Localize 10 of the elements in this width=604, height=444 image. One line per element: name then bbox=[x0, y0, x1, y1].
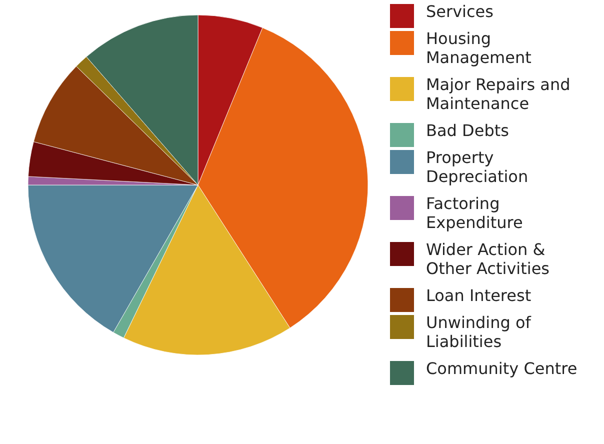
legend-label: Housing Management bbox=[426, 29, 532, 67]
legend-label: Property Depreciation bbox=[426, 148, 528, 186]
legend-label: Factoring Expenditure bbox=[426, 194, 523, 232]
legend-label: Services bbox=[426, 2, 494, 21]
legend-label: Loan Interest bbox=[426, 286, 532, 305]
legend-label: Bad Debts bbox=[426, 121, 509, 140]
legend-label: Major Repairs and Maintenance bbox=[426, 75, 570, 113]
legend-label: Wider Action & Other Activities bbox=[426, 240, 550, 278]
legend-label: Community Centre bbox=[426, 359, 578, 378]
legend-label: Unwinding of Liabilities bbox=[426, 313, 532, 351]
